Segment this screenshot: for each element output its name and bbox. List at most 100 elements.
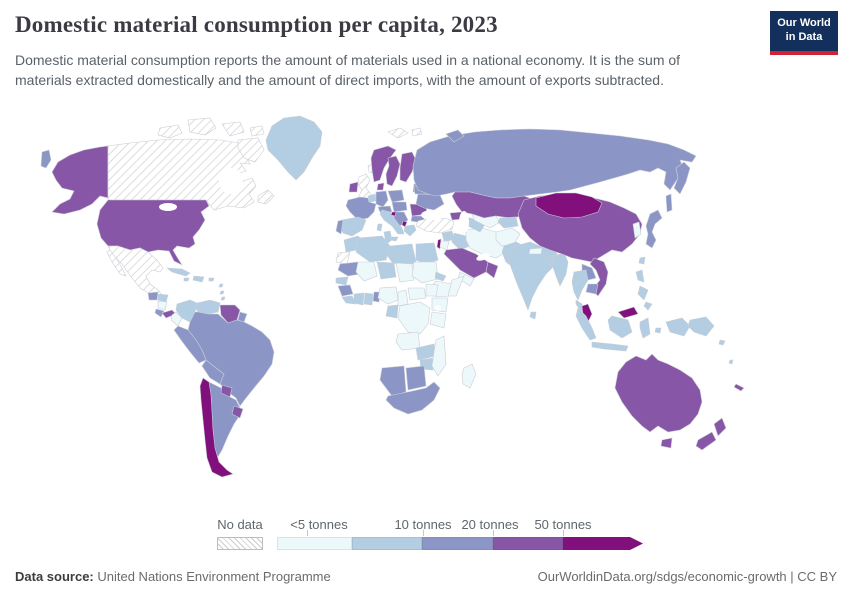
country-australia[interactable] xyxy=(614,353,703,433)
country-tunisia[interactable] xyxy=(383,230,393,245)
country-mauritania[interactable] xyxy=(337,261,361,277)
country-mexico-baja[interactable] xyxy=(106,249,127,277)
country-germany[interactable] xyxy=(375,190,389,208)
country-guatemala[interactable] xyxy=(147,291,159,301)
country-finland[interactable] xyxy=(399,151,417,183)
country-mongolia[interactable] xyxy=(535,192,603,219)
country-puerto-rico[interactable] xyxy=(208,277,215,282)
country-indonesia[interactable] xyxy=(575,307,691,352)
country-bolivia[interactable] xyxy=(201,359,225,385)
country-poland[interactable] xyxy=(387,189,405,203)
country-denmark[interactable] xyxy=(376,182,385,191)
country-cuba[interactable] xyxy=(166,267,191,277)
legend-segment-5-10[interactable] xyxy=(352,537,422,550)
country-ghana[interactable] xyxy=(363,292,374,306)
country-madagascar[interactable] xyxy=(461,363,477,389)
country-algeria[interactable] xyxy=(355,235,391,263)
country-greenland[interactable] xyxy=(265,115,323,181)
country-canada[interactable] xyxy=(107,138,261,211)
country-thailand[interactable] xyxy=(571,269,589,313)
country-peru[interactable] xyxy=(173,325,207,364)
legend-segment-gt50[interactable] xyxy=(563,537,630,550)
country-bangladesh[interactable] xyxy=(544,255,554,267)
country-chad[interactable] xyxy=(395,262,415,283)
country-france[interactable] xyxy=(345,196,377,221)
country-drc[interactable] xyxy=(397,301,431,335)
country-svalbard[interactable] xyxy=(387,127,409,139)
country-uruguay[interactable] xyxy=(231,405,244,419)
country-norway[interactable] xyxy=(370,145,397,183)
country-syria[interactable] xyxy=(441,230,455,242)
country-ecuador[interactable] xyxy=(170,311,183,327)
country-philippines[interactable] xyxy=(635,269,653,311)
country-new-zealand[interactable] xyxy=(695,417,727,451)
country-sri-lanka[interactable] xyxy=(529,311,537,320)
country-paraguay[interactable] xyxy=(220,384,233,398)
country-south-sudan[interactable] xyxy=(425,283,439,297)
country-myanmar[interactable] xyxy=(551,252,569,287)
country-new-caledonia[interactable] xyxy=(733,383,745,392)
country-newfoundland[interactable] xyxy=(257,189,275,205)
country-papua-new-guinea[interactable] xyxy=(687,316,715,337)
country-honduras[interactable] xyxy=(157,293,169,303)
country-eritrea[interactable] xyxy=(434,271,447,282)
legend-no-data-swatch[interactable] xyxy=(217,537,263,550)
country-canada-arctic[interactable] xyxy=(221,121,245,137)
country-canada-arctic[interactable] xyxy=(237,137,265,163)
country-nicaragua[interactable] xyxy=(157,300,168,311)
country-taiwan[interactable] xyxy=(638,256,646,265)
country-togo-benin[interactable] xyxy=(372,291,381,303)
country-italy[interactable] xyxy=(379,209,405,235)
country-tanzania[interactable] xyxy=(429,311,447,329)
country-angola[interactable] xyxy=(395,331,421,351)
country-egypt[interactable] xyxy=(415,242,439,265)
country-cote-divoire[interactable] xyxy=(353,292,365,306)
country-somalia[interactable] xyxy=(447,275,465,297)
country-portugal[interactable] xyxy=(335,219,344,235)
country-czech-hungary[interactable] xyxy=(391,201,408,213)
country-central-african-republic[interactable] xyxy=(407,287,427,301)
country-japan[interactable] xyxy=(645,209,663,249)
country-oman[interactable] xyxy=(485,261,499,279)
country-chukotka[interactable] xyxy=(40,149,52,169)
country-sardinia[interactable] xyxy=(376,223,383,232)
country-botswana[interactable] xyxy=(405,365,427,391)
country-venezuela[interactable] xyxy=(194,299,221,315)
country-nepal[interactable] xyxy=(528,247,543,255)
legend-segment-lt5[interactable] xyxy=(277,537,352,550)
country-vanuatu[interactable] xyxy=(728,359,734,365)
country-costa-rica[interactable] xyxy=(154,308,165,318)
country-sweden[interactable] xyxy=(385,155,401,187)
owid-logo[interactable]: Our World in Data xyxy=(770,11,838,55)
country-niger[interactable] xyxy=(376,261,397,280)
country-namibia[interactable] xyxy=(379,365,407,397)
country-senegal[interactable] xyxy=(335,276,349,286)
country-tasmania[interactable] xyxy=(660,437,673,449)
footer-link[interactable]: OurWorldinData.org/sdgs/economic-growth … xyxy=(537,569,837,584)
country-mozambique[interactable] xyxy=(431,335,447,377)
country-cambodia[interactable] xyxy=(585,283,599,295)
legend-segment-10-20[interactable] xyxy=(422,537,493,550)
country-canada-arctic[interactable] xyxy=(249,125,265,137)
country-yemen[interactable] xyxy=(457,271,475,287)
country-kamchatka[interactable] xyxy=(673,161,691,195)
country-sakhalin[interactable] xyxy=(665,193,673,213)
country-saudi-arabia[interactable] xyxy=(443,247,489,279)
country-hispaniola[interactable] xyxy=(192,275,205,283)
country-mali[interactable] xyxy=(355,261,378,282)
country-cameroon[interactable] xyxy=(397,289,409,307)
country-korea[interactable] xyxy=(632,221,642,239)
country-guinea[interactable] xyxy=(337,284,354,297)
country-ireland[interactable] xyxy=(348,181,359,193)
country-sierra-leone-liberia[interactable] xyxy=(341,295,357,305)
country-sudan[interactable] xyxy=(411,261,439,284)
country-jamaica[interactable] xyxy=(183,277,190,282)
country-western-sahara[interactable] xyxy=(335,251,351,265)
legend-segment-20-50[interactable] xyxy=(493,537,563,550)
country-mexico[interactable] xyxy=(107,245,164,297)
country-canada-arctic[interactable] xyxy=(187,117,217,136)
country-alaska[interactable] xyxy=(51,145,109,215)
country-novaya-zemlya[interactable] xyxy=(445,129,465,143)
country-nigeria[interactable] xyxy=(377,286,399,305)
country-slovenia[interactable] xyxy=(390,211,397,217)
